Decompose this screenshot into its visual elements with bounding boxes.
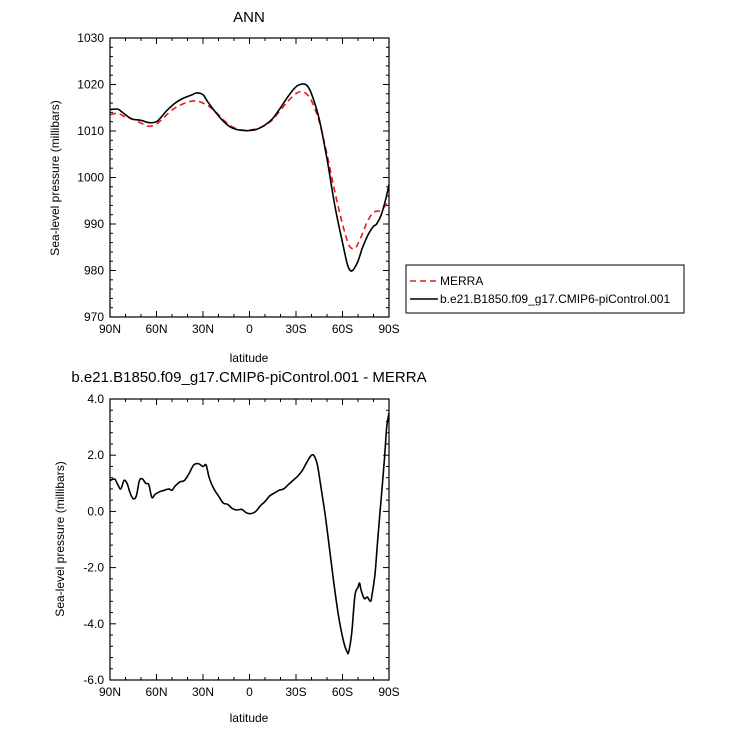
- y-tick-label: 0.0: [87, 504, 104, 518]
- y-tick-label: 4.0: [87, 392, 104, 406]
- top-chart-lines: [109, 83, 390, 272]
- y-tick-label: 1030: [77, 31, 104, 45]
- x-tick-label: 60S: [332, 322, 353, 336]
- y-tick-label: 980: [84, 264, 104, 278]
- top-chart-frame: [109, 37, 390, 318]
- y-tick-label: -4.0: [83, 617, 104, 631]
- x-tick-label: 0: [246, 322, 253, 336]
- y-tick-label: 1020: [77, 78, 104, 92]
- x-tick-label: 30N: [192, 322, 214, 336]
- y-tick-label: 1010: [77, 124, 104, 138]
- series-line-b-e21-b1850-f09-g17-cmip6-picontrol-001: [109, 83, 390, 272]
- y-tick-label: -2.0: [83, 561, 104, 575]
- x-tick-label: 0: [246, 685, 253, 699]
- x-tick-label: 90S: [378, 322, 399, 336]
- legend-label-model: b.e21.B1850.f09_g17.CMIP6-piControl.001: [440, 292, 670, 306]
- bottom-chart-lines: [109, 412, 390, 655]
- bottom-chart-title: b.e21.B1850.f09_g17.CMIP6-piControl.001 …: [71, 369, 426, 386]
- x-tick-label: 30N: [192, 685, 214, 699]
- x-tick-label: 60S: [332, 685, 353, 699]
- y-tick-label: 970: [84, 310, 104, 324]
- x-tick-label: 60N: [145, 322, 167, 336]
- legend-box: [405, 264, 685, 314]
- top-chart-ticks: 90N 60N 30N 0 30S 60S 90S 970 980 990 1000 1010 1020…: [77, 31, 399, 336]
- top-chart-xlabel: latitude: [230, 351, 269, 365]
- x-tick-label: 30S: [285, 322, 306, 336]
- legend: MERRA b.e21.B1850.f09_g17.CMIP6-piContro…: [405, 264, 685, 314]
- bottom-chart-ticks: 90N 60N 30N 0 30S 60S 90S -6.0 -4.0 -2.0 0.0 2.0 4.0: [83, 392, 399, 699]
- bottom-chart-xlabel: latitude: [230, 711, 269, 725]
- y-tick-label: 990: [84, 217, 104, 231]
- top-chart-ylabel: Sea-level pressure (millibars): [48, 100, 62, 255]
- y-tick-label: 1000: [77, 171, 104, 185]
- bottom-chart-ylabel: Sea-level pressure (millibars): [53, 461, 67, 616]
- bottom-chart-frame: [109, 398, 390, 681]
- x-tick-label: 90N: [99, 685, 121, 699]
- series-line-difference: [109, 412, 390, 655]
- top-chart: ANN Sea-level pressure (millibars) latit…: [48, 9, 400, 365]
- x-tick-label: 60N: [145, 685, 167, 699]
- x-tick-label: 90N: [99, 322, 121, 336]
- bottom-chart: b.e21.B1850.f09_g17.CMIP6-piControl.001 …: [53, 369, 427, 725]
- legend-label-merra: MERRA: [440, 274, 483, 288]
- top-chart-title: ANN: [233, 9, 265, 26]
- series-line-merra: [109, 90, 390, 250]
- y-tick-label: -6.0: [83, 673, 104, 687]
- x-tick-label: 90S: [378, 685, 399, 699]
- x-tick-label: 30S: [285, 685, 306, 699]
- y-tick-label: 2.0: [87, 448, 104, 462]
